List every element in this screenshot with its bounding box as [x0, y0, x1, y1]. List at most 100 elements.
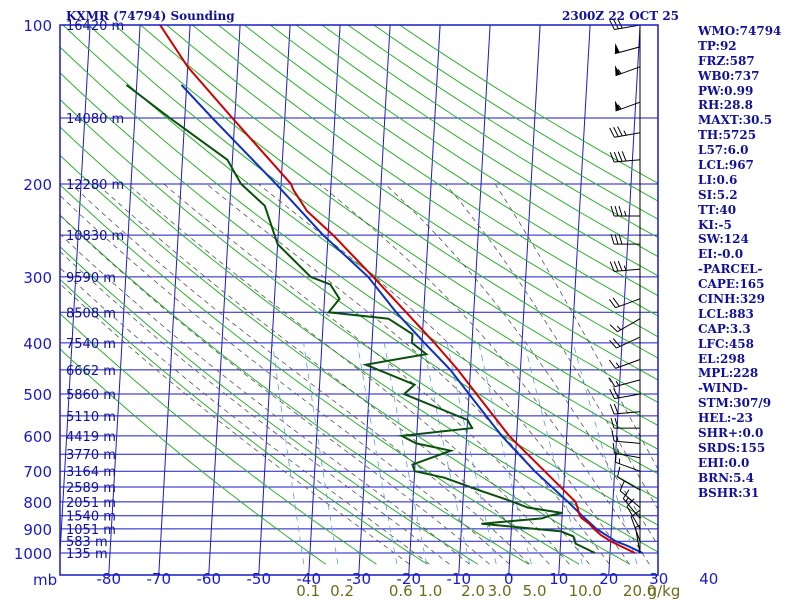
barb-staff — [615, 359, 641, 369]
wind-barb — [616, 466, 641, 491]
mixing-ratio-line — [422, 342, 470, 565]
valid-time: 2300Z 22 OCT 25 — [562, 9, 680, 23]
wind-barb — [610, 417, 640, 429]
isotherm — [108, 25, 141, 575]
dry-adiabat — [60, 72, 658, 500]
parcel-point — [449, 369, 451, 371]
index-item: EI:-0.0 — [698, 247, 744, 262]
barb-flag — [612, 338, 621, 347]
mixing-ratio-label: 2.0 — [461, 582, 485, 600]
barb-flag — [617, 126, 623, 137]
temperature-tick-label: 30 — [649, 570, 668, 588]
parcel-point — [627, 545, 629, 547]
dewpoint-point — [512, 501, 514, 503]
isotherm — [9, 25, 40, 575]
barb-flag — [609, 261, 615, 272]
barb-flag — [609, 339, 617, 349]
barb-half — [623, 265, 627, 271]
pressure-tick-label: 300 — [23, 269, 52, 287]
dry-adiabat — [243, 25, 658, 297]
barb-staff — [614, 393, 641, 400]
dewpoint-point — [594, 552, 596, 554]
parcel-point — [322, 234, 324, 236]
wind-barb — [614, 43, 641, 55]
temperature-tick-label: -50 — [246, 570, 271, 588]
height-label: 1540 m — [66, 510, 116, 525]
barb-flag — [609, 404, 615, 415]
temperature-point — [290, 183, 292, 185]
barb-half — [625, 496, 630, 502]
dewpoint-point — [226, 159, 228, 161]
wind-barb — [626, 498, 641, 530]
dewpoint-point — [411, 342, 413, 344]
barb-staff — [614, 411, 641, 415]
index-item: WB0:737 — [698, 68, 760, 83]
moist-adiabat — [384, 183, 658, 547]
barb-flag — [613, 151, 619, 162]
index-item: PW:0.99 — [698, 83, 754, 98]
moist-adiabat — [96, 183, 550, 565]
barb-flag — [630, 510, 640, 518]
temperature-profile — [159, 25, 636, 554]
barb-staff — [616, 336, 641, 349]
parcel-point — [641, 552, 644, 554]
temperature-point — [581, 517, 583, 520]
height-label: 16420 m — [66, 19, 124, 34]
dry-adiabat — [62, 25, 658, 450]
dewpoint-point — [365, 364, 367, 366]
mixing-ratio-unit: g/kg — [648, 582, 681, 600]
wind-barb — [609, 336, 641, 349]
y-axis-label: mb — [33, 571, 57, 589]
barb-half — [616, 325, 622, 331]
wind-barb — [608, 377, 641, 388]
height-label: 5110 m — [66, 410, 116, 425]
index-item: BSHR:31 — [698, 485, 760, 500]
barb-staff — [622, 498, 641, 519]
isotherm — [508, 25, 541, 575]
parcel-point — [501, 435, 503, 437]
dewpoint-point — [471, 427, 473, 429]
pressure-tick-label: 800 — [23, 494, 52, 512]
barb-staff — [619, 490, 641, 508]
index-item: HEL:-23 — [698, 411, 754, 426]
pressure-tick-label: 400 — [23, 335, 52, 353]
isotherm — [60, 25, 91, 562]
temperature-point — [372, 276, 374, 278]
dewpoint-point — [401, 435, 403, 437]
mixing-ratio-label: 3.0 — [488, 582, 512, 600]
temperature-tick-label: 10 — [549, 570, 568, 588]
dewpoint-point — [450, 450, 452, 452]
wind-barb — [615, 451, 641, 472]
barb-half — [624, 210, 627, 217]
barb-flag — [612, 297, 620, 307]
barb-staff — [634, 527, 641, 554]
temperature-tick-label: -60 — [196, 570, 221, 588]
parcel-point — [567, 501, 569, 503]
dry-adiabat — [60, 312, 377, 565]
temperature-point — [476, 393, 478, 395]
dry-adiabat — [60, 98, 658, 526]
wind-barb — [610, 233, 640, 245]
isotherm — [258, 25, 291, 575]
pressure-tick-label: 700 — [23, 463, 52, 481]
barb-flag — [619, 480, 625, 491]
dewpoint-point — [561, 512, 563, 514]
barb-flag — [622, 489, 630, 499]
height-label: 3164 m — [66, 465, 116, 480]
height-label: 2589 m — [66, 481, 116, 496]
height-label: 14080 m — [66, 112, 124, 127]
parcel-point — [211, 117, 213, 119]
temperature-tick-label: -80 — [96, 570, 121, 588]
dewpoint-profile — [126, 84, 596, 554]
dewpoint-point — [338, 298, 341, 300]
mixing-ratio-line — [383, 342, 427, 565]
mixing-ratio-line — [303, 342, 339, 565]
parcel-point — [595, 528, 598, 530]
dewpoint-point — [467, 419, 469, 421]
barb-staff — [614, 440, 641, 444]
barb-flag — [614, 205, 619, 217]
moist-adiabat — [206, 183, 610, 565]
barb-flag — [618, 205, 623, 217]
barb-half — [615, 380, 620, 386]
temperature-point — [187, 66, 189, 68]
